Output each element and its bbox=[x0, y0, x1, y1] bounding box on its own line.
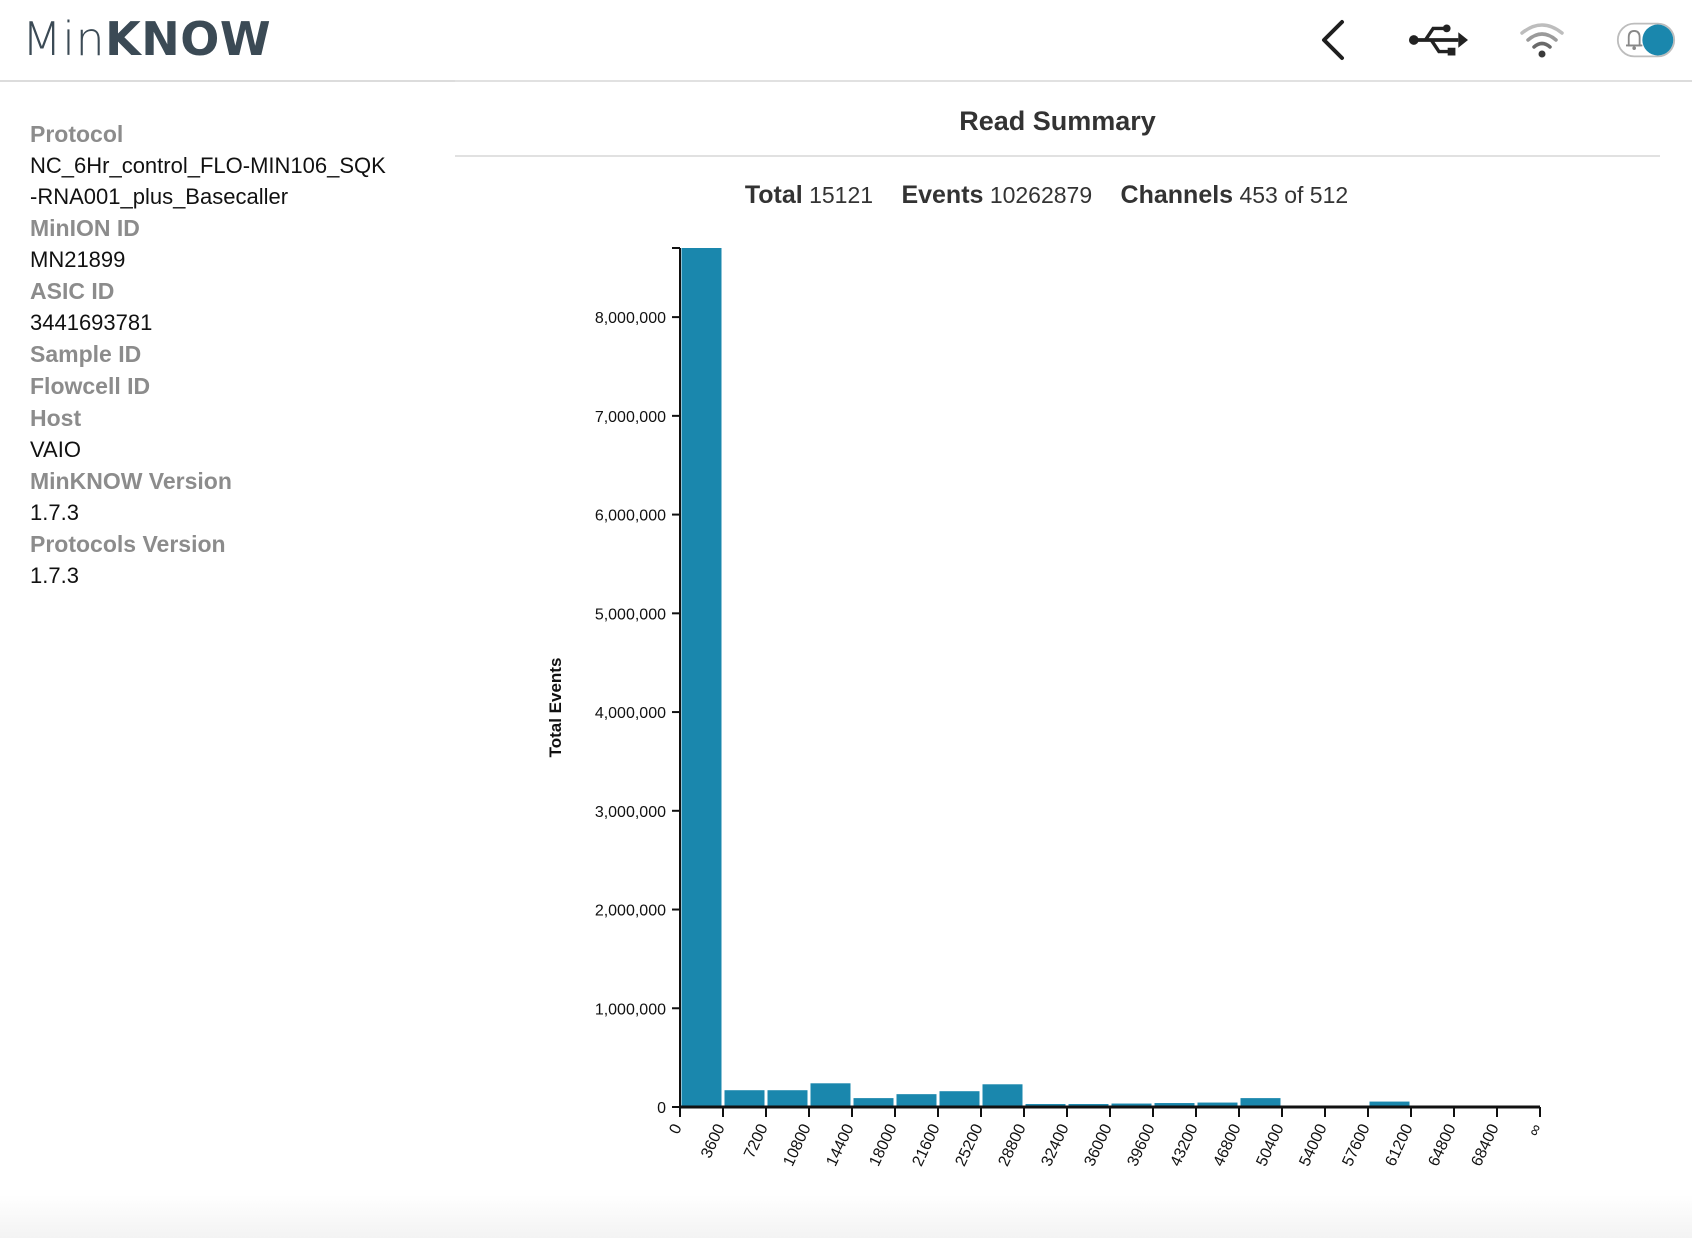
back-button[interactable] bbox=[1304, 12, 1364, 68]
x-tick-label: 43200 bbox=[1167, 1121, 1201, 1169]
x-tick-label: 3600 bbox=[698, 1121, 728, 1161]
asic-id-value: 3441693781 bbox=[30, 310, 153, 335]
histogram-bar bbox=[939, 1091, 980, 1107]
minknow-logo: MinKNOW bbox=[22, 12, 271, 66]
histogram-bar bbox=[896, 1094, 937, 1107]
events-label: Events bbox=[901, 181, 984, 209]
panel-divider bbox=[455, 155, 1660, 157]
y-tick-label: 0 bbox=[657, 1100, 666, 1117]
minion-id-value: MN21899 bbox=[30, 247, 126, 272]
header-icons bbox=[1304, 10, 1676, 70]
flowcell-id-label: Flowcell ID bbox=[30, 373, 151, 399]
notification-toggle-icon bbox=[1616, 22, 1676, 58]
top-bar: MinKNOW bbox=[0, 0, 1692, 82]
x-tick-label: 7200 bbox=[741, 1121, 771, 1161]
protocol-value-line2: -RNA001_plus_Basecaller bbox=[30, 184, 289, 209]
total-value: 15121 bbox=[809, 182, 874, 208]
read-summary-stats: Total 15121 Events 10262879 Channels 453… bbox=[455, 181, 1660, 210]
logo-bold-text: KNOW bbox=[105, 12, 272, 66]
protocol-value-line1: NC_6Hr_control_FLO-MIN106_SQK bbox=[30, 153, 386, 178]
channels-value: 453 of 512 bbox=[1239, 182, 1349, 208]
x-tick-label: 21600 bbox=[909, 1121, 943, 1169]
histogram-bar bbox=[767, 1090, 808, 1107]
x-tick-label: 68400 bbox=[1468, 1121, 1502, 1169]
x-tick-label: 46800 bbox=[1210, 1121, 1244, 1169]
minion-id-label: MinION ID bbox=[30, 215, 140, 241]
histogram-bar bbox=[853, 1098, 894, 1107]
minknow-version-label: MinKNOW Version bbox=[30, 468, 232, 494]
protocol-label: Protocol bbox=[30, 121, 124, 147]
y-tick-label: 6,000,000 bbox=[595, 508, 666, 525]
panel-top-divider bbox=[455, 80, 1660, 82]
histogram-bar bbox=[1197, 1102, 1238, 1107]
x-tick-label: 57600 bbox=[1339, 1121, 1373, 1169]
y-tick-label: 5,000,000 bbox=[595, 606, 666, 623]
logo-light-text: Min bbox=[22, 12, 106, 66]
x-tick-label: 18000 bbox=[866, 1121, 900, 1169]
histogram-bar bbox=[1240, 1098, 1281, 1107]
host-value: VAIO bbox=[30, 437, 81, 462]
protocols-version-value: 1.7.3 bbox=[30, 563, 79, 588]
minknow-version-value: 1.7.3 bbox=[30, 500, 79, 525]
x-tick-label: 64800 bbox=[1425, 1121, 1459, 1169]
y-tick-label: 2,000,000 bbox=[595, 903, 666, 920]
x-tick-label: 50400 bbox=[1253, 1121, 1287, 1169]
usb-icon bbox=[1408, 24, 1468, 56]
notification-toggle[interactable] bbox=[1616, 12, 1676, 68]
wifi-icon bbox=[1520, 23, 1564, 58]
x-tick-label: 61200 bbox=[1382, 1121, 1416, 1169]
histogram-bar bbox=[724, 1090, 765, 1107]
wifi-status-button[interactable] bbox=[1512, 12, 1572, 68]
x-tick-label: 39600 bbox=[1124, 1121, 1158, 1169]
x-tick-label: 54000 bbox=[1296, 1121, 1330, 1169]
read-summary-title: Read Summary bbox=[959, 106, 1156, 136]
sample-id-label: Sample ID bbox=[30, 341, 142, 367]
histogram-bar bbox=[1111, 1103, 1152, 1107]
x-tick-label: 14400 bbox=[823, 1121, 857, 1169]
y-tick-label: 3,000,000 bbox=[595, 804, 666, 821]
x-tick-label: 10800 bbox=[780, 1121, 814, 1169]
x-tick-label: ∞ bbox=[1525, 1122, 1545, 1140]
y-axis-label: Total Events bbox=[546, 658, 565, 758]
x-tick-label: 36000 bbox=[1081, 1121, 1115, 1169]
back-chevron-icon bbox=[1322, 20, 1344, 60]
bottom-strip bbox=[0, 1195, 1692, 1238]
total-label: Total bbox=[744, 181, 803, 209]
asic-id-label: ASIC ID bbox=[30, 278, 115, 304]
usb-status-button[interactable] bbox=[1408, 12, 1468, 68]
run-info-panel: Protocol NC_6Hr_control_FLO-MIN106_SQK -… bbox=[30, 118, 450, 591]
events-value: 10262879 bbox=[989, 182, 1093, 208]
host-label: Host bbox=[30, 405, 82, 431]
x-tick-label: 32400 bbox=[1038, 1121, 1072, 1169]
histogram-bar bbox=[1369, 1101, 1410, 1107]
histogram-bar bbox=[982, 1084, 1023, 1107]
histogram-bar bbox=[1154, 1103, 1195, 1107]
x-tick-label: 28800 bbox=[995, 1121, 1029, 1169]
histogram-bar bbox=[810, 1083, 851, 1107]
y-tick-label: 8,000,000 bbox=[595, 310, 666, 327]
y-tick-label: 4,000,000 bbox=[595, 705, 666, 722]
x-tick-label: 0 bbox=[666, 1121, 685, 1136]
x-tick-label: 25200 bbox=[952, 1121, 986, 1169]
channels-label: Channels bbox=[1120, 181, 1234, 209]
histogram-bar bbox=[681, 248, 722, 1107]
y-tick-label: 7,000,000 bbox=[595, 409, 666, 426]
protocols-version-label: Protocols Version bbox=[30, 531, 226, 557]
y-tick-label: 1,000,000 bbox=[595, 1001, 666, 1018]
